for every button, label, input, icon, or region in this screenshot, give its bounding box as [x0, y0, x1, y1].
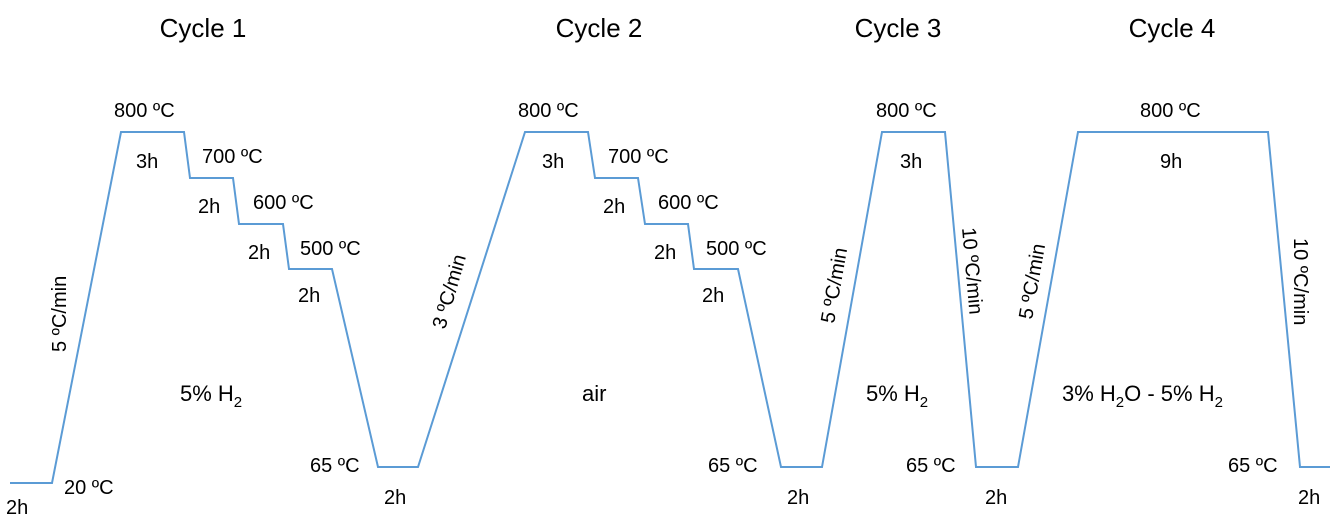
- c1-step-600-label: 600 ºC: [253, 192, 314, 214]
- c4-ramp-rate-label: 5 ºC/min: [1015, 242, 1050, 321]
- c1-ramp-rate-label: 5 ºC/min: [49, 276, 71, 352]
- c1-step-700-hold-label: 2h: [198, 196, 220, 218]
- c4-atmosphere-label: 3% H2O - 5% H2: [1062, 381, 1223, 411]
- c1-atmosphere-label: 5% H2: [180, 381, 242, 411]
- c2-step-700-label: 700 ºC: [608, 146, 669, 168]
- c1-peak-temp-label: 800 ºC: [114, 100, 175, 122]
- initial-hold-label: 2h: [6, 497, 28, 519]
- c4-peak-temp-label: 800 ºC: [1140, 100, 1201, 122]
- c3-low-hold-label: 2h: [985, 487, 1007, 509]
- c3-ramp-rate-label: 5 ºC/min: [817, 246, 852, 325]
- c2-step-600-label: 600 ºC: [658, 192, 719, 214]
- c3-atmosphere-label: 5% H2: [866, 381, 928, 411]
- c2-peak-temp-label: 800 ºC: [518, 100, 579, 122]
- cycle-2-title: Cycle 2: [556, 13, 643, 43]
- c1-step-500-hold-label: 2h: [298, 285, 320, 307]
- c2-atmosphere-label: air: [582, 381, 606, 406]
- c2-step-600-hold-label: 2h: [654, 242, 676, 264]
- c2-step-500-label: 500 ºC: [706, 238, 767, 260]
- c4-low-hold-label: 2h: [1298, 487, 1320, 509]
- c4-peak-hold-label: 9h: [1160, 151, 1182, 173]
- c2-low-temp-label: 65 ºC: [708, 455, 758, 477]
- c1-step-700-label: 700 ºC: [202, 146, 263, 168]
- c3-peak-temp-label: 800 ºC: [876, 100, 937, 122]
- c2-low-hold-label: 2h: [787, 487, 809, 509]
- c1-step-500-label: 500 ºC: [300, 238, 361, 260]
- c2-step-500-hold-label: 2h: [702, 285, 724, 307]
- c3-low-temp-label: 65 ºC: [906, 455, 956, 477]
- cycle-3-title: Cycle 3: [855, 13, 942, 43]
- c2-peak-hold-label: 3h: [542, 151, 564, 173]
- c1-step-600-hold-label: 2h: [248, 242, 270, 264]
- cycle-4-title: Cycle 4: [1129, 13, 1216, 43]
- c1-peak-hold-label: 3h: [136, 151, 158, 173]
- cycle-1-title: Cycle 1: [160, 13, 247, 43]
- c2-step-700-hold-label: 2h: [603, 196, 625, 218]
- c1-low-hold-label: 2h: [384, 487, 406, 509]
- start-temp-label: 20 ºC: [64, 477, 114, 499]
- c3-peak-hold-label: 3h: [900, 151, 922, 173]
- c4-low-temp-label: 65 ºC: [1228, 455, 1278, 477]
- c1-low-temp-label: 65 ºC: [310, 455, 360, 477]
- c4-cool-rate-label: 10 ºC/min: [1289, 238, 1311, 325]
- temperature-profile-line: [10, 131, 1330, 484]
